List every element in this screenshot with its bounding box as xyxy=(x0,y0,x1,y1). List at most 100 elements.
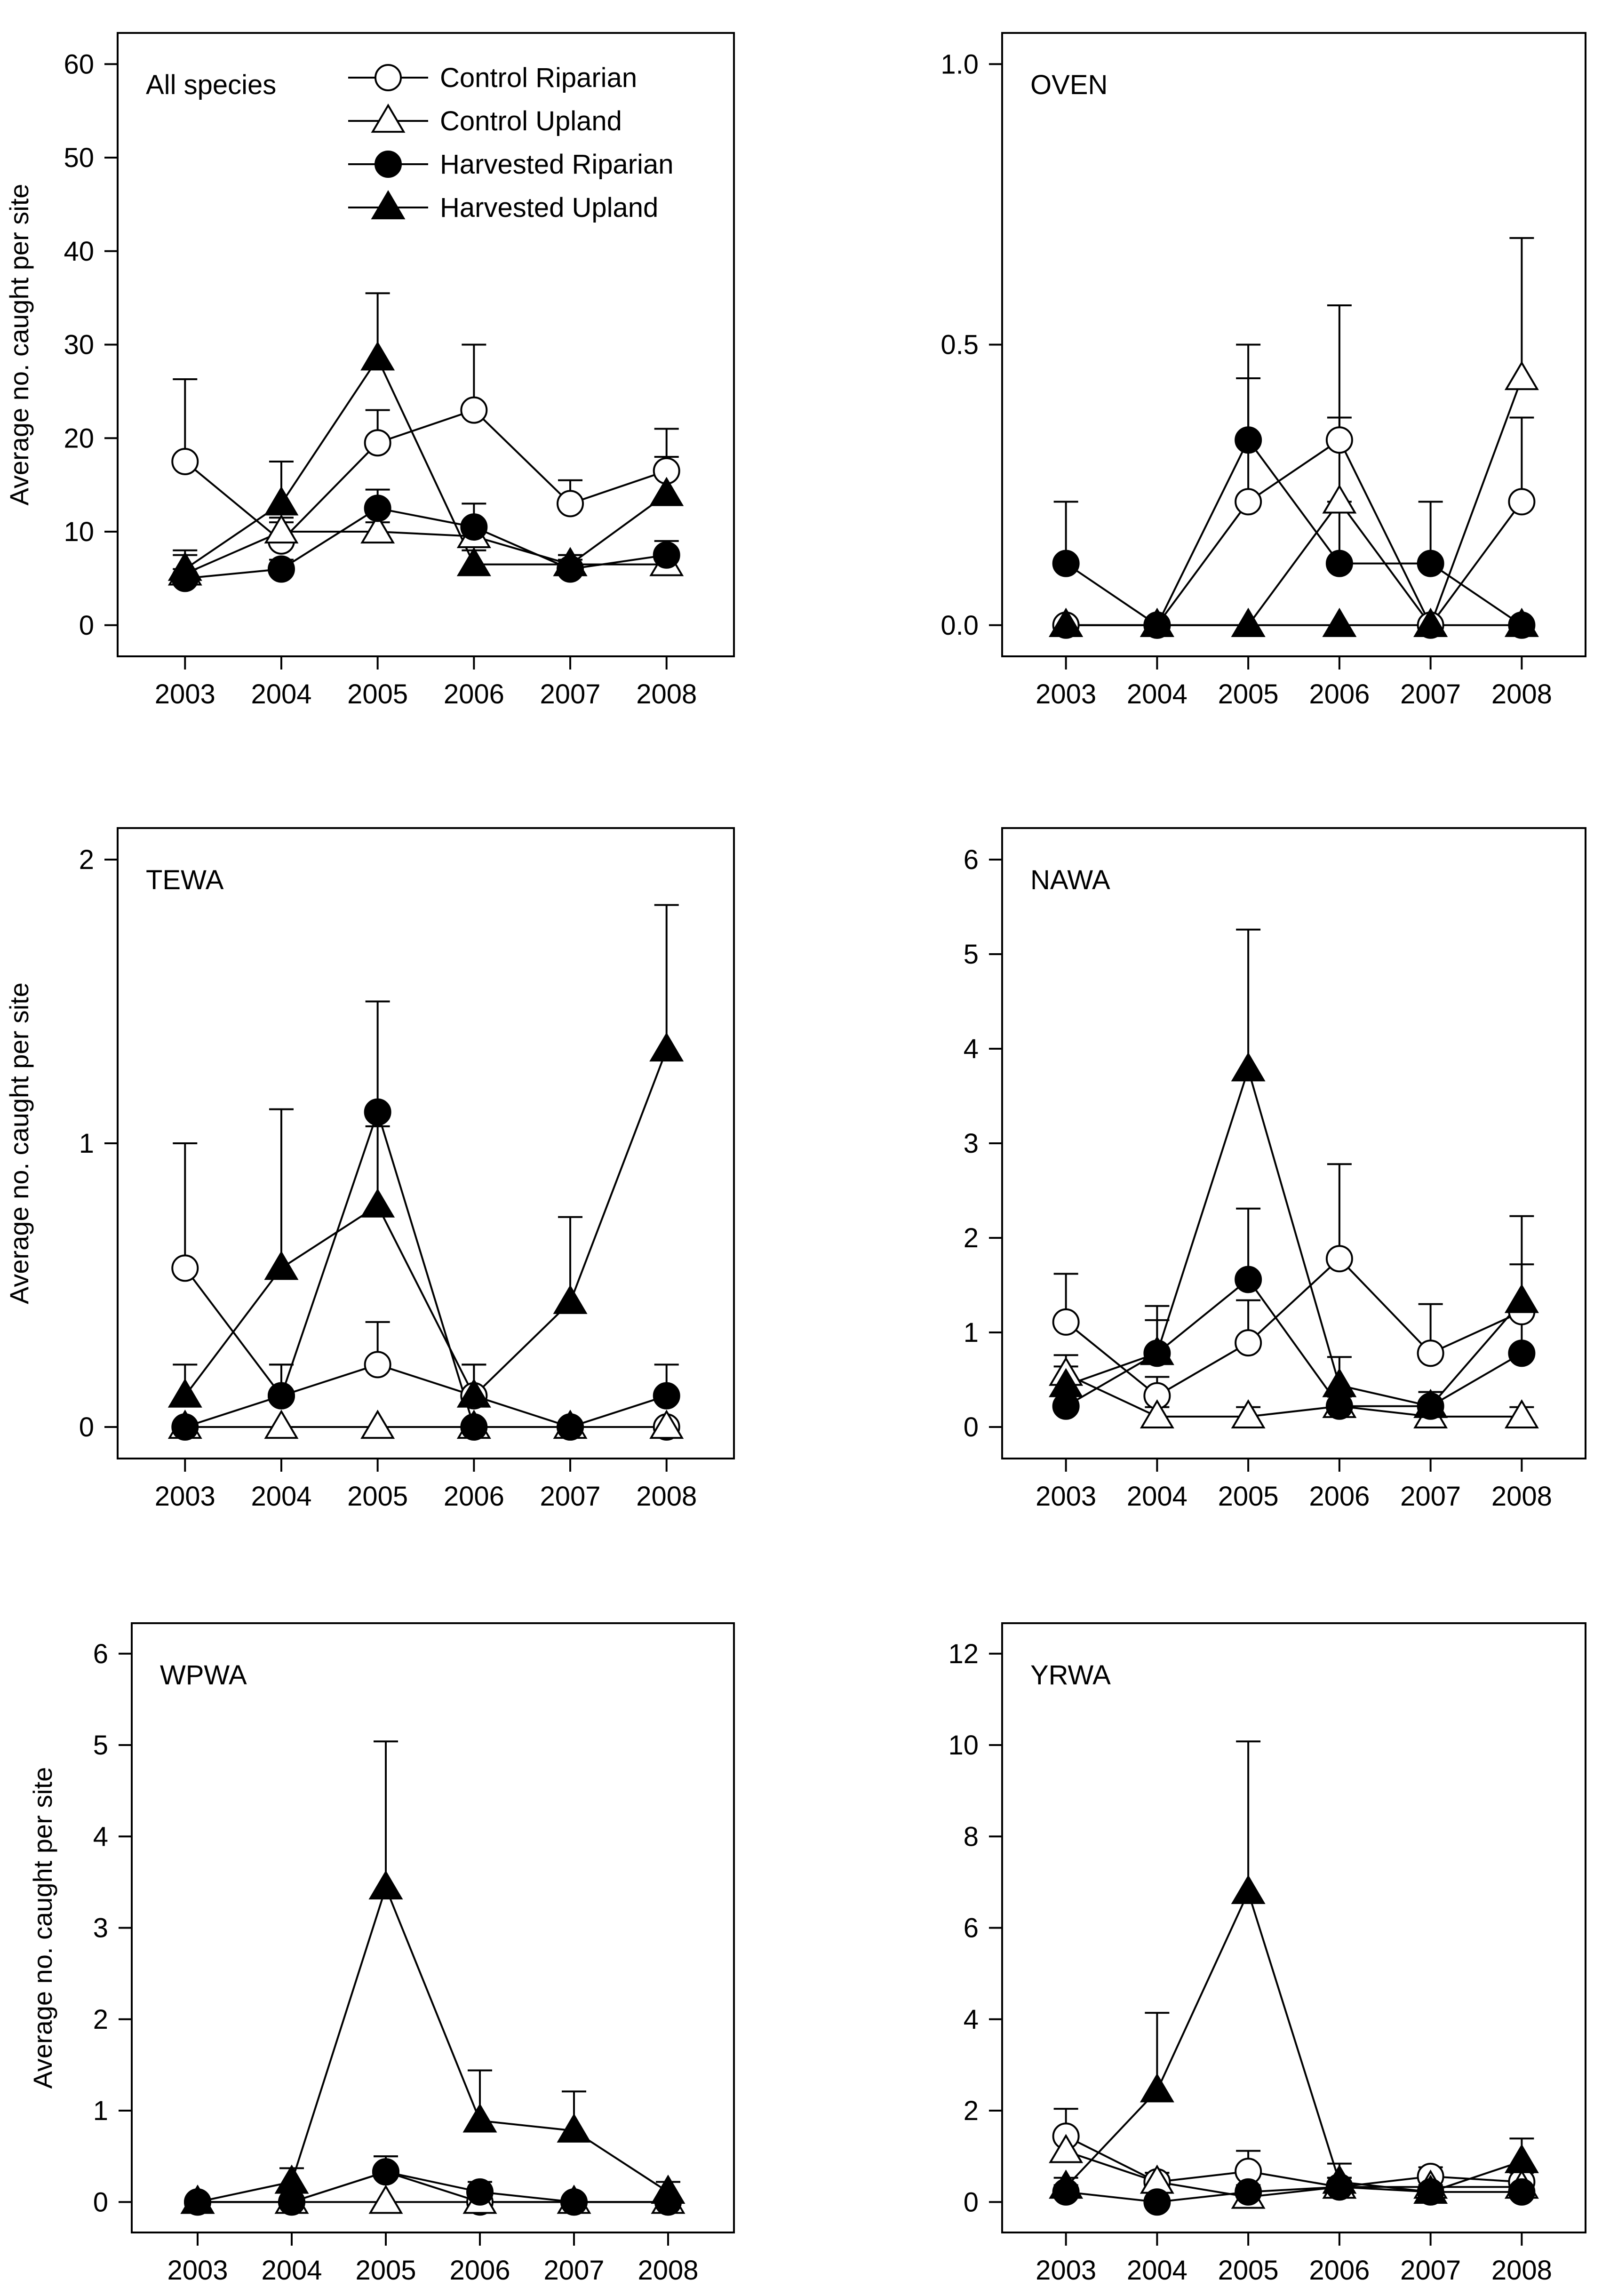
data-point xyxy=(1235,2178,1262,2206)
panel-title: WPWA xyxy=(160,1660,247,1690)
x-tick-label: 2006 xyxy=(444,1481,504,1512)
data-point xyxy=(1235,488,1262,516)
y-tick-label: 3 xyxy=(93,1913,108,1944)
x-tick-label: 2004 xyxy=(251,1481,311,1512)
data-point xyxy=(1140,607,1174,637)
data-point xyxy=(649,477,684,506)
y-axis-label: Average no. caught per site xyxy=(4,982,34,1304)
data-point xyxy=(560,2188,588,2216)
plot-frame xyxy=(1001,1622,1586,2233)
data-point xyxy=(557,490,584,518)
x-tick-label: 2006 xyxy=(449,2255,510,2286)
data-point xyxy=(264,486,299,516)
data-point xyxy=(1052,1308,1080,1336)
y-tick-label: 1 xyxy=(93,2096,108,2126)
data-point xyxy=(360,1188,395,1218)
data-point xyxy=(1049,1368,1084,1397)
data-point xyxy=(1049,607,1084,637)
data-point xyxy=(1504,1284,1539,1313)
data-point xyxy=(1140,2073,1174,2103)
data-point xyxy=(1052,1392,1080,1420)
data-point xyxy=(1417,1339,1444,1367)
data-point xyxy=(372,2158,399,2186)
y-tick-label: 4 xyxy=(964,1034,979,1064)
panel-title: TEWA xyxy=(146,865,224,895)
data-point xyxy=(1322,607,1357,637)
series-line xyxy=(1065,1889,1522,2193)
data-point xyxy=(1325,1245,1353,1273)
y-tick-label: 8 xyxy=(964,1821,979,1852)
y-tick-label: 1 xyxy=(79,1128,94,1159)
series-line xyxy=(1066,438,1522,627)
data-point xyxy=(1325,1392,1353,1420)
data-point xyxy=(1413,2174,1448,2204)
x-tick-label: 2006 xyxy=(1309,2255,1370,2286)
data-point xyxy=(466,2178,494,2206)
y-tick-label: 12 xyxy=(948,1639,979,1669)
y-tick-label: 0 xyxy=(93,2187,108,2217)
y-tick-label: 4 xyxy=(964,2004,979,2035)
x-tick-label: 2008 xyxy=(1491,679,1552,710)
data-point xyxy=(1417,550,1444,577)
data-point xyxy=(557,2113,591,2143)
y-axis-label: Average no. caught per site xyxy=(4,184,34,506)
data-point xyxy=(1504,1399,1539,1428)
data-point xyxy=(1508,2178,1536,2206)
x-tick-label: 2007 xyxy=(1400,2255,1461,2286)
x-tick-label: 2008 xyxy=(1491,2255,1552,2286)
series-line xyxy=(185,507,667,580)
data-point xyxy=(1143,2188,1171,2216)
y-tick-label: 6 xyxy=(964,1913,979,1944)
data-point xyxy=(171,1254,199,1282)
x-tick-label: 2005 xyxy=(1218,679,1279,710)
data-point xyxy=(553,1284,588,1314)
data-point xyxy=(1322,2164,1357,2194)
x-tick-label: 2007 xyxy=(540,679,601,710)
x-tick-label: 2007 xyxy=(1400,679,1461,710)
chart-panel-1: 0 10 20 30 40 50 60 2003 2004 2005 2006 2007 2008 Ave… xyxy=(4,32,735,710)
data-point xyxy=(1235,1329,1262,1357)
series-line xyxy=(184,409,667,542)
plot-frame xyxy=(1001,827,1586,1459)
x-tick-label: 2007 xyxy=(1400,1481,1461,1512)
data-point xyxy=(364,1098,391,1126)
data-point xyxy=(1325,426,1353,454)
y-tick-label: 30 xyxy=(64,330,94,360)
series-line xyxy=(184,1049,668,1397)
x-tick-label: 2008 xyxy=(1491,1481,1552,1512)
data-point xyxy=(653,541,680,569)
x-tick-label: 2004 xyxy=(1127,1481,1188,1512)
data-point xyxy=(1049,2134,1084,2163)
data-point xyxy=(360,1410,395,1439)
series-line xyxy=(1065,1066,1522,1407)
y-tick-label: 10 xyxy=(948,1730,979,1761)
data-point xyxy=(1413,1388,1448,1418)
y-tick-label: 20 xyxy=(64,423,94,454)
x-tick-label: 2007 xyxy=(543,2255,604,2286)
series-line xyxy=(184,531,667,575)
data-point xyxy=(460,513,488,541)
x-tick-label: 2003 xyxy=(1036,679,1096,710)
data-point xyxy=(649,1032,684,1062)
series-line xyxy=(1065,438,1522,627)
data-point xyxy=(364,1351,391,1379)
data-point xyxy=(649,1410,684,1439)
chart-panel-4: 0 1 2 3 4 5 6 2003 2004 2005 2006 2007 2008 NAWA xyxy=(964,827,1586,1512)
x-tick-label: 2003 xyxy=(1036,2255,1096,2286)
series-line xyxy=(1065,1257,1522,1397)
data-point xyxy=(1231,1052,1266,1082)
data-point xyxy=(264,514,299,544)
y-tick-label: 0 xyxy=(964,1412,979,1443)
chart-panel-2: 0.0 0.5 1.0 2003 2004 2005 2006 2007 2008 OVEN xyxy=(941,32,1586,710)
x-tick-label: 2004 xyxy=(251,679,311,710)
data-point xyxy=(456,1378,491,1408)
data-point xyxy=(1504,361,1539,391)
data-point xyxy=(456,547,491,576)
series-line xyxy=(184,357,667,570)
data-point xyxy=(264,1410,299,1439)
data-point xyxy=(267,1382,295,1410)
x-tick-label: 2003 xyxy=(155,679,215,710)
x-tick-label: 2006 xyxy=(1309,679,1370,710)
